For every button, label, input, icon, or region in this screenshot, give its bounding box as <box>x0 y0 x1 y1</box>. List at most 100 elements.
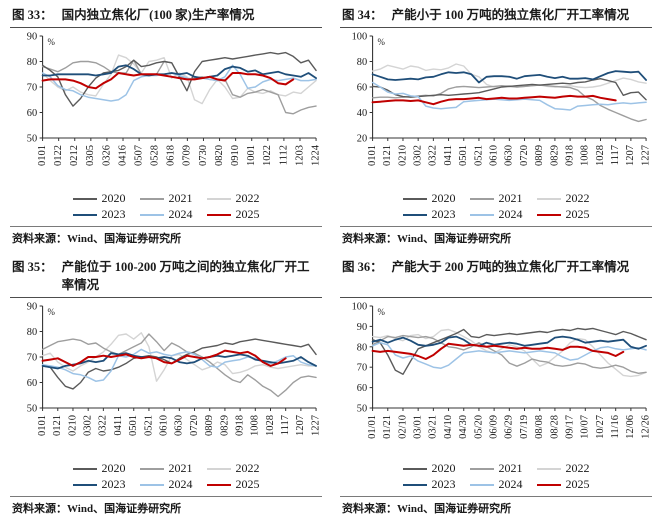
legend-swatch-2020 <box>72 467 97 470</box>
svg-text:0709: 0709 <box>182 145 193 166</box>
legend-item-2021: 2021 <box>139 191 193 206</box>
svg-text:0720: 0720 <box>519 145 530 166</box>
legend-item-2025: 2025 <box>206 207 260 222</box>
svg-text:50: 50 <box>357 404 367 415</box>
series-line-2021 <box>371 335 647 375</box>
svg-text:50: 50 <box>27 134 37 145</box>
series-line-2021 <box>41 333 317 398</box>
series-line-2024 <box>371 81 647 111</box>
svg-text:0411: 0411 <box>113 415 124 436</box>
svg-text:70: 70 <box>27 353 37 364</box>
legend-label-2020: 2020 <box>101 191 126 206</box>
legend-label-2023: 2023 <box>101 477 126 492</box>
chart-35-legend: 2020 2021 2022 2023 2024 2025 <box>10 461 322 492</box>
legend-row: 2020 2021 2022 <box>402 461 590 476</box>
svg-text:0730: 0730 <box>198 145 209 166</box>
figure-33-title: 图 33： 国内独立焦化厂(100 家)生产率情况 <box>10 4 322 29</box>
series-line-2020 <box>41 338 317 390</box>
svg-text:0809: 0809 <box>534 145 545 166</box>
series-line-2020 <box>41 52 317 107</box>
legend-swatch-2023 <box>402 213 427 216</box>
legend-swatch-2024 <box>139 213 164 216</box>
svg-text:0829: 0829 <box>219 415 230 436</box>
legend-item-2023: 2023 <box>402 207 456 222</box>
svg-text:0210: 0210 <box>67 415 78 436</box>
svg-text:0302: 0302 <box>83 415 94 436</box>
svg-text:0121: 0121 <box>52 415 63 436</box>
legend-row: 2023 2024 2025 <box>72 207 260 222</box>
legend-label-2024: 2024 <box>498 207 523 222</box>
svg-text:0528: 0528 <box>150 145 161 166</box>
svg-text:03/21: 03/21 <box>428 415 439 439</box>
legend-swatch-2025 <box>206 213 231 216</box>
svg-text:0610: 0610 <box>159 415 170 436</box>
svg-text:40: 40 <box>357 108 367 119</box>
legend-label-2020: 2020 <box>431 461 456 476</box>
legend-swatch-2020 <box>402 197 427 200</box>
series-line-2021 <box>371 84 647 123</box>
series-line-2023 <box>371 335 647 350</box>
svg-text:0720: 0720 <box>189 415 200 436</box>
svg-text:0809: 0809 <box>204 415 215 436</box>
legend-row: 2020 2021 2022 <box>402 191 590 206</box>
svg-text:04/10: 04/10 <box>443 415 454 439</box>
figure-panel-34: 图 34： 产能小于 100 万吨的独立焦化厂开工率情况 20 40 60 80 100… <box>340 4 652 246</box>
series-line-2024 <box>371 342 647 370</box>
figure-34-source-note: 资料来源：Wind、国海证券研究所 <box>340 226 652 246</box>
svg-text:0507: 0507 <box>134 145 145 166</box>
legend-row: 2023 2024 2025 <box>72 477 260 492</box>
legend-swatch-2021 <box>469 467 494 470</box>
svg-text:1001: 1001 <box>246 145 257 166</box>
legend-label-2025: 2025 <box>235 207 260 222</box>
legend-label-2022: 2022 <box>565 461 590 476</box>
legend-swatch-2025 <box>206 483 231 486</box>
series-line-2023 <box>41 352 317 370</box>
svg-text:0820: 0820 <box>214 145 225 166</box>
svg-text:0501: 0501 <box>128 415 139 436</box>
chart-33-legend: 2020 2021 2022 2023 2024 2025 <box>10 191 322 222</box>
svg-text:0411: 0411 <box>443 145 454 166</box>
legend-swatch-2023 <box>72 213 97 216</box>
legend-item-2023: 2023 <box>402 477 456 492</box>
line-chart-figure-35: 50 60 70 80 90 0101 0121 0210 0302 0322 0411 0501 05… <box>27 302 322 437</box>
svg-text:%: % <box>378 307 386 317</box>
svg-text:1207: 1207 <box>625 145 636 166</box>
legend-label-2021: 2021 <box>498 461 523 476</box>
svg-text:10/07: 10/07 <box>580 415 591 439</box>
svg-text:1207: 1207 <box>295 415 306 436</box>
figure-33-source-note: 资料来源：Wind、国海证券研究所 <box>10 226 322 246</box>
svg-text:50: 50 <box>27 404 37 415</box>
svg-text:0302: 0302 <box>413 145 424 166</box>
figure-panel-33: 图 33： 国内独立焦化厂(100 家)生产率情况 50 60 70 80 90 0101… <box>10 4 322 246</box>
svg-text:0101: 0101 <box>37 415 48 436</box>
svg-text:0501: 0501 <box>458 145 469 166</box>
svg-text:08/08: 08/08 <box>534 415 545 439</box>
svg-text:04/30: 04/30 <box>458 415 469 439</box>
series-line-2023 <box>371 70 647 84</box>
svg-text:1203: 1203 <box>294 145 305 166</box>
svg-text:1117: 1117 <box>610 145 621 165</box>
legend-item-2022: 2022 <box>536 461 590 476</box>
figure-panel-36: 图 36： 产能大于 200 万吨的独立焦化厂开工率情况 50 60 70 80 90 1… <box>340 256 652 516</box>
legend-swatch-2022 <box>206 197 231 200</box>
svg-text:0918: 0918 <box>235 415 246 436</box>
figure-35-title-text: 产能位于 100-200 万吨之间的独立焦化厂开工率情况 <box>61 260 310 293</box>
series-line-2021 <box>41 59 317 115</box>
legend-item-2024: 2024 <box>469 207 523 222</box>
svg-text:06/29: 06/29 <box>504 415 515 439</box>
svg-text:0305: 0305 <box>85 145 96 166</box>
svg-text:90: 90 <box>27 32 37 43</box>
svg-text:0322: 0322 <box>98 415 109 436</box>
svg-text:0910: 0910 <box>230 145 241 166</box>
figure-33-number: 图 33： <box>12 8 53 22</box>
svg-text:70: 70 <box>357 363 367 374</box>
legend-row: 2020 2021 2022 <box>72 191 260 206</box>
svg-text:12/26: 12/26 <box>641 415 652 439</box>
svg-text:80: 80 <box>357 342 367 353</box>
svg-text:11/16: 11/16 <box>610 415 621 439</box>
legend-item-2022: 2022 <box>206 461 260 476</box>
svg-text:06/09: 06/09 <box>489 415 500 439</box>
legend-row: 2023 2024 2025 <box>402 477 590 492</box>
series-line-2022 <box>41 54 317 105</box>
